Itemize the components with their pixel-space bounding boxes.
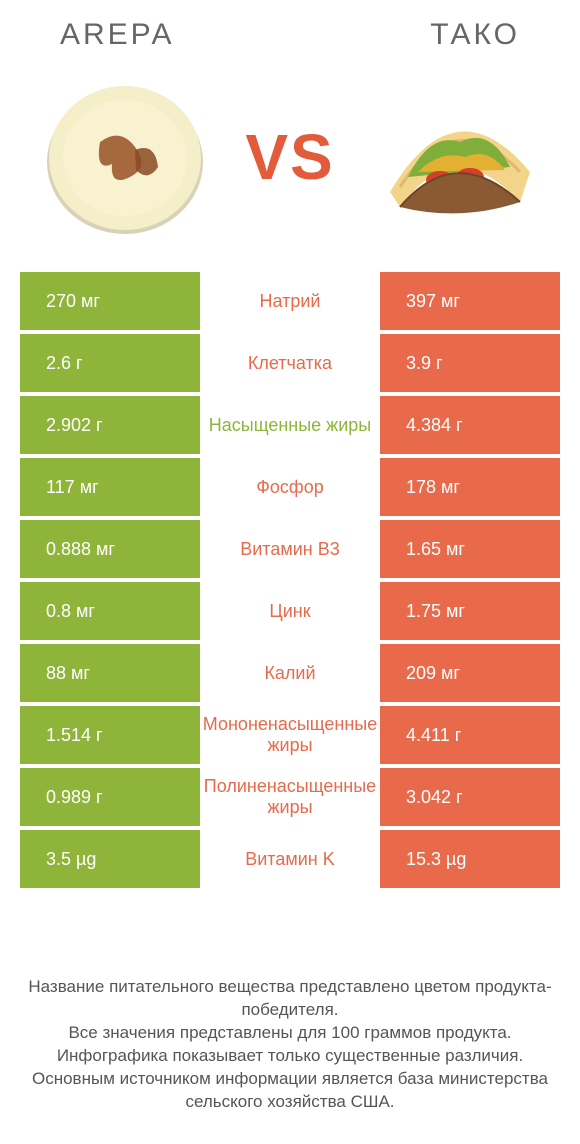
- nutrient-label: Насыщенные жиры: [200, 396, 380, 454]
- taco-image: [360, 72, 550, 242]
- footer-line: Название питательного вещества представл…: [24, 976, 556, 1022]
- nutrient-label: Фосфор: [200, 458, 380, 516]
- right-value: 3.9 г: [380, 334, 560, 392]
- nutrient-label: Мононенасыщенные жиры: [200, 706, 380, 764]
- left-value: 2.902 г: [20, 396, 200, 454]
- right-food-title: Тако: [430, 18, 520, 52]
- nutrient-table: 270 мгНатрий397 мг2.6 гКлетчатка3.9 г2.9…: [20, 272, 560, 888]
- left-value: 3.5 µg: [20, 830, 200, 888]
- table-row: 0.8 мгЦинк1.75 мг: [20, 582, 560, 640]
- left-value: 270 мг: [20, 272, 200, 330]
- nutrient-label: Витамин B3: [200, 520, 380, 578]
- right-value: 4.384 г: [380, 396, 560, 454]
- vs-label: VS: [245, 120, 334, 194]
- left-value: 0.8 мг: [20, 582, 200, 640]
- right-value: 1.65 мг: [380, 520, 560, 578]
- nutrient-label: Витамин K: [200, 830, 380, 888]
- footer-note: Название питательного вещества представл…: [0, 976, 580, 1114]
- table-row: 1.514 гМононенасыщенные жиры4.411 г: [20, 706, 560, 764]
- nutrient-label: Цинк: [200, 582, 380, 640]
- right-value: 4.411 г: [380, 706, 560, 764]
- left-value: 1.514 г: [20, 706, 200, 764]
- left-value: 117 мг: [20, 458, 200, 516]
- header: Arepa Тако: [0, 0, 580, 52]
- nutrient-label: Калий: [200, 644, 380, 702]
- footer-line: Инфографика показывает только существенн…: [24, 1045, 556, 1068]
- right-value: 1.75 мг: [380, 582, 560, 640]
- table-row: 270 мгНатрий397 мг: [20, 272, 560, 330]
- right-value: 209 мг: [380, 644, 560, 702]
- table-row: 88 мгКалий209 мг: [20, 644, 560, 702]
- vs-row: VS: [0, 52, 580, 272]
- table-row: 0.888 мгВитамин B31.65 мг: [20, 520, 560, 578]
- nutrient-label: Полиненасыщенные жиры: [200, 768, 380, 826]
- left-value: 0.888 мг: [20, 520, 200, 578]
- table-row: 2.902 гНасыщенные жиры4.384 г: [20, 396, 560, 454]
- footer-line: Все значения представлены для 100 граммо…: [24, 1022, 556, 1045]
- nutrient-label: Клетчатка: [200, 334, 380, 392]
- nutrient-label: Натрий: [200, 272, 380, 330]
- table-row: 2.6 гКлетчатка3.9 г: [20, 334, 560, 392]
- left-value: 0.989 г: [20, 768, 200, 826]
- table-row: 117 мгФосфор178 мг: [20, 458, 560, 516]
- arepa-image: [30, 72, 220, 242]
- table-row: 0.989 гПолиненасыщенные жиры3.042 г: [20, 768, 560, 826]
- table-row: 3.5 µgВитамин K15.3 µg: [20, 830, 560, 888]
- right-value: 15.3 µg: [380, 830, 560, 888]
- footer-line: Основным источником информации является …: [24, 1068, 556, 1114]
- left-food-title: Arepa: [60, 18, 174, 52]
- right-value: 397 мг: [380, 272, 560, 330]
- left-value: 88 мг: [20, 644, 200, 702]
- right-value: 3.042 г: [380, 768, 560, 826]
- left-value: 2.6 г: [20, 334, 200, 392]
- right-value: 178 мг: [380, 458, 560, 516]
